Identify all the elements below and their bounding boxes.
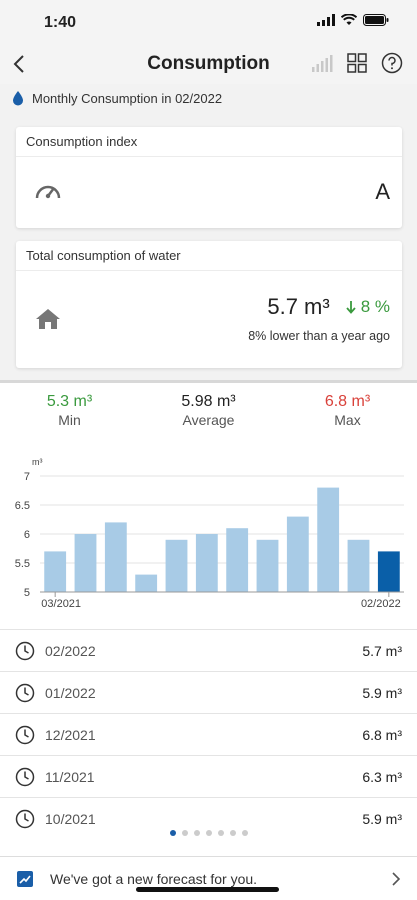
status-indicators bbox=[317, 14, 389, 26]
history-row-value: 5.9 m³ bbox=[362, 684, 402, 701]
consumption-index-value: A bbox=[375, 179, 390, 204]
stat-min: 5.3 m³ Min bbox=[0, 393, 139, 428]
page-dot[interactable] bbox=[229, 830, 236, 836]
stat-average: 5.98 m³ Average bbox=[139, 393, 278, 428]
stat-min-label: Min bbox=[58, 412, 81, 428]
arrow-down-icon bbox=[346, 301, 356, 314]
house-icon bbox=[36, 309, 60, 329]
forecast-banner[interactable]: We've got a new forecast for you. bbox=[0, 856, 417, 900]
forecast-banner-text: We've got a new forecast for you. bbox=[50, 870, 258, 887]
history-row-value: 5.7 m³ bbox=[362, 642, 402, 659]
stat-max-value: 6.8 m³ bbox=[324, 393, 371, 410]
total-consumption-card: Total consumption of water 5.7 m³ 8 % 8%… bbox=[16, 241, 402, 368]
history-row[interactable]: 10/2021 5.9 m³ bbox=[0, 797, 417, 839]
chart-bar bbox=[195, 534, 218, 592]
x-tick-label-end: 02/2022 bbox=[361, 598, 401, 610]
stat-max: 6.8 m³ Max bbox=[278, 393, 417, 428]
chart-bar bbox=[347, 539, 370, 592]
total-consumption-title: Total consumption of water bbox=[16, 241, 402, 271]
y-tick-label: 7 bbox=[24, 471, 30, 483]
history-row-value: 5.9 m³ bbox=[362, 810, 402, 827]
chart-bar bbox=[165, 539, 188, 592]
history-row-date: 11/2021 bbox=[45, 768, 95, 785]
clock-icon bbox=[15, 683, 35, 702]
month-subheader-text: Monthly Consumption in 02/2022 bbox=[32, 90, 223, 106]
history-row[interactable]: 11/2021 6.3 m³ bbox=[0, 755, 417, 797]
stat-max-label: Max bbox=[334, 412, 361, 428]
history-row[interactable]: 12/2021 6.8 m³ bbox=[0, 713, 417, 755]
chart-bar bbox=[377, 551, 400, 592]
consumption-index-title: Consumption index bbox=[16, 127, 402, 157]
wifi-icon bbox=[341, 14, 357, 25]
x-tick-label-start: 03/2021 bbox=[41, 598, 81, 610]
stats-row: 5.3 m³ Min 5.98 m³ Average 6.8 m³ Max bbox=[0, 393, 417, 428]
history-row[interactable]: 02/2022 5.7 m³ bbox=[0, 629, 417, 671]
header-actions bbox=[311, 52, 403, 74]
chart-bar bbox=[44, 551, 67, 592]
clock-icon bbox=[15, 641, 35, 660]
page-dot[interactable] bbox=[217, 830, 224, 836]
water-drop-icon bbox=[13, 91, 23, 106]
y-tick-label: 6 bbox=[24, 529, 30, 541]
back-button[interactable] bbox=[12, 50, 36, 78]
consumption-change: 8 % bbox=[346, 297, 390, 317]
status-bar: 1:40 bbox=[0, 0, 417, 44]
consumption-history-list: 02/2022 5.7 m³ 01/2022 5.9 m³ 12/2021 6.8 m³ 1… bbox=[0, 629, 417, 839]
y-tick-label: 5.5 bbox=[15, 558, 30, 570]
y-tick-label: 6.5 bbox=[15, 500, 30, 512]
page-dot[interactable] bbox=[205, 830, 212, 836]
y-axis-unit-label: m³ bbox=[32, 457, 43, 467]
page-dot[interactable] bbox=[193, 830, 200, 836]
clock-icon bbox=[15, 767, 35, 786]
forecast-chart-icon bbox=[17, 870, 33, 887]
consumption-change-note: 8% lower than a year ago bbox=[248, 329, 390, 343]
chart-bar bbox=[135, 574, 158, 592]
history-row-date: 01/2022 bbox=[45, 684, 96, 701]
clock-icon bbox=[15, 809, 35, 828]
clock-icon bbox=[15, 725, 35, 744]
stat-average-value: 5.98 m³ bbox=[181, 393, 236, 410]
history-row-value: 6.3 m³ bbox=[362, 768, 402, 785]
page-dot[interactable] bbox=[241, 830, 248, 836]
history-row[interactable]: 01/2022 5.9 m³ bbox=[0, 671, 417, 713]
grid-icon[interactable] bbox=[347, 53, 367, 73]
status-time: 1:40 bbox=[44, 14, 77, 31]
consumption-details: 5.3 m³ Min 5.98 m³ Average 6.8 m³ Max m³… bbox=[0, 383, 417, 900]
section-divider bbox=[0, 380, 417, 383]
page-dot[interactable] bbox=[169, 830, 176, 836]
y-tick-label: 5 bbox=[24, 587, 30, 599]
history-row-date: 02/2022 bbox=[45, 642, 96, 659]
home-indicator bbox=[136, 887, 279, 892]
page-title: Consumption bbox=[147, 53, 270, 74]
stat-min-value: 5.3 m³ bbox=[46, 393, 93, 410]
battery-icon bbox=[363, 14, 389, 26]
history-row-date: 10/2021 bbox=[45, 810, 96, 827]
stat-average-label: Average bbox=[182, 412, 235, 428]
page-dot[interactable] bbox=[181, 830, 188, 836]
total-consumption-value: 5.7 m³ bbox=[267, 294, 330, 319]
help-icon[interactable] bbox=[381, 52, 403, 74]
consumption-change-value: 8 % bbox=[360, 297, 390, 316]
chart-bar bbox=[286, 516, 309, 592]
page-indicator bbox=[0, 830, 417, 836]
chart-bar bbox=[256, 539, 279, 592]
month-subheader: Monthly Consumption in 02/2022 bbox=[12, 90, 222, 106]
chart-bar bbox=[74, 534, 97, 592]
chevron-left-icon bbox=[13, 55, 24, 73]
signal-bars-icon[interactable] bbox=[311, 53, 333, 73]
chart-bar bbox=[226, 528, 249, 592]
chevron-right-icon bbox=[392, 871, 401, 886]
gauge-icon bbox=[35, 185, 61, 199]
history-row-value: 6.8 m³ bbox=[362, 726, 402, 743]
consumption-index-card: Consumption index A bbox=[16, 127, 402, 228]
history-row-date: 12/2021 bbox=[45, 726, 96, 743]
chart-bar bbox=[317, 487, 340, 592]
top-navigation-bar: Consumption bbox=[0, 44, 417, 84]
chart-bar bbox=[104, 522, 127, 592]
cellular-icon bbox=[317, 14, 335, 26]
consumption-bar-chart: m³ 5 5.5 6 6.5 7 03/2021 02/2022 bbox=[15, 457, 404, 610]
